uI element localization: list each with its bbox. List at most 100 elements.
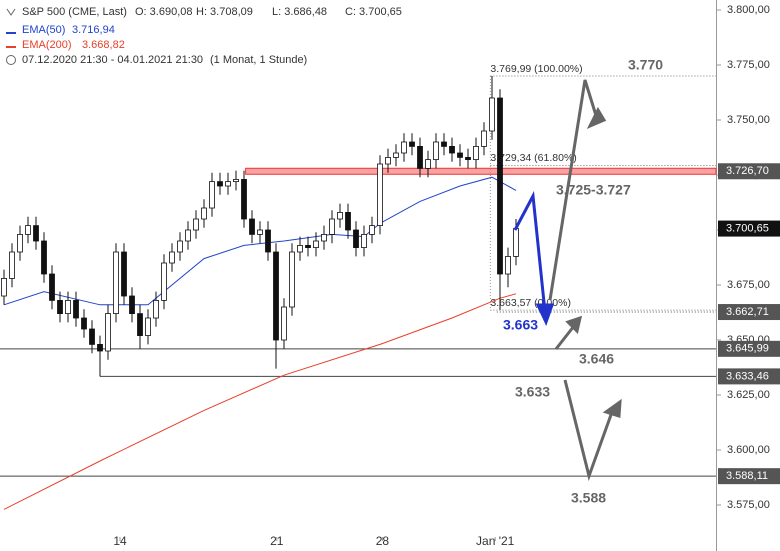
clock-icon: [6, 55, 16, 65]
x-tick-label: 14: [113, 534, 127, 548]
candle-body: [33, 225, 39, 242]
ema-line: [3, 293, 517, 510]
y-tick-label: 3.750,00: [727, 114, 770, 126]
price-box-label: 3.588,11: [726, 470, 768, 482]
candle-body: [89, 328, 95, 345]
candle-body: [1, 278, 7, 297]
candle-body: [377, 163, 383, 227]
candle-body: [417, 146, 423, 169]
candle-body: [57, 300, 63, 315]
price-box: [718, 304, 780, 321]
candle-body: [385, 157, 391, 165]
fib-label: 3.663,57 (0.00%): [490, 297, 571, 309]
legend-label: EMA(50): [22, 24, 65, 36]
candle-body: [425, 159, 431, 169]
legend-value: 3.716,94: [72, 24, 115, 36]
candle-body: [409, 141, 415, 147]
collapse-icon[interactable]: [6, 8, 16, 16]
candle-body: [321, 234, 327, 242]
candle-body: [209, 181, 215, 209]
ohlc-label: L: 3.686,48: [272, 6, 327, 18]
arrow: [513, 190, 547, 313]
candle-body: [457, 152, 463, 158]
candle-body: [441, 141, 447, 147]
price-box-label: 3.726,70: [726, 165, 769, 177]
candle-body: [217, 181, 223, 187]
fib-label: 3.729,34 (61.80%): [490, 152, 576, 164]
legend-label: EMA(200): [22, 39, 72, 51]
price-box: [718, 468, 780, 485]
candle-body: [505, 256, 511, 275]
legend: S&P 500 (CME, Last) EMA(50) 3.716,94 EMA…: [6, 6, 402, 66]
arrow-head: [535, 303, 555, 326]
annotation: 3.725-3.727: [556, 182, 631, 198]
candle-body: [281, 306, 287, 341]
candle-body: [41, 240, 47, 275]
candle-body: [105, 313, 111, 352]
candle-body: [49, 273, 55, 301]
candle-body: [137, 313, 143, 337]
legend-swatch: [6, 32, 16, 34]
candle-body: [273, 251, 279, 341]
candle-body: [297, 245, 303, 253]
arrows: [513, 79, 622, 482]
price-box-label: 3.645,99: [726, 343, 769, 355]
legend-swatch: [6, 46, 16, 48]
candle-body: [361, 234, 367, 249]
instrument-title: S&P 500 (CME, Last): [22, 6, 127, 18]
candle-body: [129, 295, 135, 315]
candle-body: [9, 251, 15, 279]
candle-body: [185, 229, 191, 242]
candle-body: [233, 179, 239, 183]
candle-body: [345, 212, 351, 231]
candle-body: [161, 262, 167, 301]
arrow: [548, 79, 600, 301]
candle-body: [177, 240, 183, 253]
candle-body: [169, 251, 175, 264]
candle-body: [481, 130, 487, 147]
candle-body: [241, 179, 247, 220]
y-tick-label: 3.800,00: [727, 4, 770, 16]
candle-body: [201, 207, 207, 220]
price-box-label: 3.633,46: [726, 370, 769, 382]
candle-body: [121, 251, 127, 297]
candle-body: [81, 317, 87, 330]
price-box-label: 3.662,71: [726, 306, 769, 318]
y-tick-label: 3.625,00: [727, 389, 770, 401]
candle-body: [265, 229, 271, 253]
candle-body: [313, 240, 319, 249]
candle-body: [393, 152, 399, 158]
arrow: [554, 325, 576, 350]
candle-body: [65, 300, 71, 315]
annotation: 3.588: [571, 490, 606, 506]
price-box-label: 3.700,65: [726, 222, 769, 234]
x-tick-label: 21: [270, 534, 284, 548]
candle-body: [113, 251, 119, 315]
price-box: [718, 220, 780, 237]
arrow-head: [565, 315, 583, 334]
price-box: [718, 368, 780, 385]
candle-body: [489, 97, 495, 132]
annotation: 3.770: [628, 57, 663, 73]
ohlc-label: H: 3.708,09: [196, 6, 253, 18]
candle-body: [305, 245, 311, 249]
resistance-band: [245, 167, 717, 175]
ohlc-label: C: 3.700,65: [345, 6, 402, 18]
candle-body: [145, 317, 151, 337]
candle-body: [449, 146, 455, 154]
candle-body: [289, 251, 295, 308]
candle-body: [513, 228, 519, 257]
x-tick-label: Jan '21: [476, 534, 515, 548]
candle-body: [473, 146, 479, 161]
y-tick-label: 3.675,00: [727, 279, 770, 291]
candle-body: [249, 218, 255, 235]
price-box: [718, 163, 780, 180]
annotation: 3.646: [579, 351, 614, 367]
candle-body: [353, 229, 359, 249]
arrow-head: [586, 106, 607, 129]
candle-body: [25, 225, 31, 235]
candle-body: [337, 212, 343, 220]
candle-body: [193, 218, 199, 231]
